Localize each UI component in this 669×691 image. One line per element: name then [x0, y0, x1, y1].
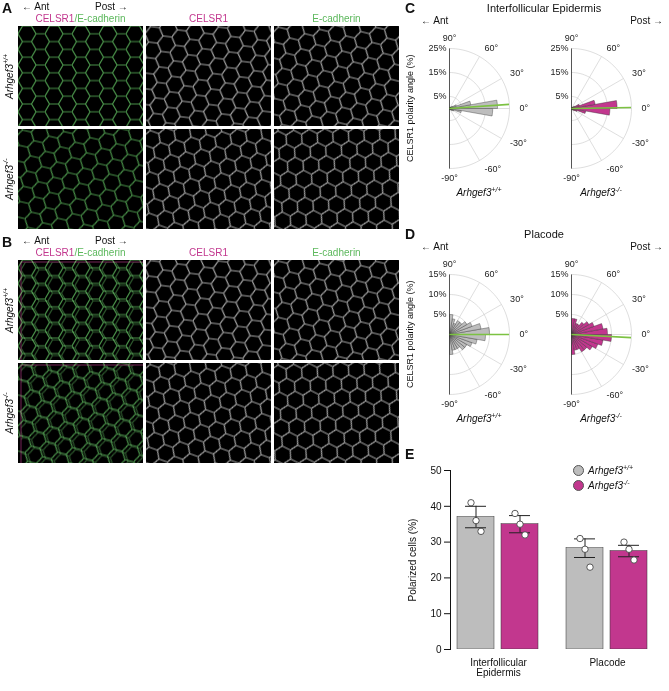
html-text:Post →: Post → — [95, 235, 128, 246]
html-text:Placode: Placode — [524, 228, 564, 240]
html-text:Arhgef3+/+: Arhgef3+/+ — [588, 464, 634, 477]
svg-text:60°: 60° — [485, 43, 499, 53]
svg-text:Polarized cells (%): Polarized cells (%) — [407, 519, 418, 602]
html-text:CELSR1: CELSR1 — [189, 247, 228, 258]
svg-text:-60°: -60° — [485, 390, 502, 400]
svg-text:30°: 30° — [632, 68, 646, 78]
svg-text:60°: 60° — [485, 269, 499, 279]
html-text:Post →: Post → — [630, 15, 663, 26]
svg-text:0°: 0° — [642, 329, 651, 339]
svg-text:40: 40 — [430, 501, 442, 512]
html-text:← Ant: ← Ant — [22, 1, 50, 12]
svg-text:90°: 90° — [443, 259, 457, 269]
svg-text:5%: 5% — [555, 91, 568, 101]
svg-text:Placode: Placode — [589, 657, 626, 668]
svg-text:15%: 15% — [428, 269, 446, 279]
svg-text:-90°: -90° — [441, 399, 458, 409]
html-text:Arhgef3: Arhgef3 — [4, 398, 16, 434]
svg-text:90°: 90° — [565, 259, 579, 269]
svg-text:15%: 15% — [428, 67, 446, 77]
svg-text:60°: 60° — [607, 269, 621, 279]
svg-text:15%: 15% — [550, 67, 568, 77]
svg-text:30°: 30° — [510, 294, 524, 304]
html-text:E-cadherin: E-cadherin — [312, 247, 361, 258]
svg-text:20: 20 — [430, 572, 442, 583]
html-text:CELSR1 /E-cadherin: CELSR1 /E-cadherin — [35, 247, 126, 258]
html-text:Interfollicular Epidermis: Interfollicular Epidermis — [486, 2, 602, 14]
html-text:A: A — [2, 0, 13, 16]
svg-text:0°: 0° — [642, 103, 651, 113]
svg-text:0°: 0° — [520, 329, 529, 339]
html-text:CELSR1 polarity angle (%): CELSR1 polarity angle (%) — [405, 280, 415, 388]
svg-text:5%: 5% — [433, 91, 446, 101]
html-text:← Ant: ← Ant — [22, 235, 50, 246]
svg-text:30°: 30° — [632, 294, 646, 304]
svg-text:5%: 5% — [433, 309, 446, 319]
svg-text:-30°: -30° — [510, 138, 527, 148]
html-text:Arhgef3: Arhgef3 — [4, 164, 16, 200]
svg-text:90°: 90° — [565, 33, 579, 43]
svg-text:90°: 90° — [443, 33, 457, 43]
html-text:D: D — [405, 226, 416, 242]
html-text:Arhgef3: Arhgef3 — [4, 63, 16, 99]
svg-text:15%: 15% — [550, 269, 568, 279]
svg-text:0°: 0° — [520, 103, 529, 113]
svg-text:-90°: -90° — [441, 173, 458, 183]
html-text:Arhgef3+/+: Arhgef3+/+ — [456, 186, 502, 199]
html-text:E-cadherin: E-cadherin — [312, 13, 361, 24]
html-text:Arhgef3-/-: Arhgef3-/- — [588, 479, 630, 492]
html-text:← Ant: ← Ant — [421, 241, 449, 252]
html-text:Arhgef3: Arhgef3 — [4, 297, 16, 333]
html-text:Post →: Post → — [630, 241, 663, 252]
svg-text:-30°: -30° — [632, 364, 649, 374]
html-text:Arhgef3+/+: Arhgef3+/+ — [456, 412, 502, 425]
html-text:CELSR1 polarity angle (%): CELSR1 polarity angle (%) — [405, 54, 415, 162]
html-text:CELSR1 /E-cadherin: CELSR1 /E-cadherin — [35, 13, 126, 24]
svg-text:60°: 60° — [607, 43, 621, 53]
svg-text:-90°: -90° — [563, 173, 580, 183]
svg-text:-30°: -30° — [510, 364, 527, 374]
svg-text:10%: 10% — [428, 289, 446, 299]
svg-text:InterfollicularEpidermis: InterfollicularEpidermis — [470, 657, 527, 678]
svg-text:0: 0 — [436, 644, 442, 655]
svg-text:30: 30 — [430, 536, 442, 547]
svg-text:-30°: -30° — [632, 138, 649, 148]
html-text:C: C — [405, 0, 416, 16]
html-text:Post →: Post → — [95, 1, 128, 12]
svg-text:50: 50 — [430, 465, 442, 476]
svg-text:25%: 25% — [428, 43, 446, 53]
html-text:B: B — [2, 234, 13, 250]
svg-text:-60°: -60° — [607, 164, 624, 174]
svg-text:-90°: -90° — [563, 399, 580, 409]
html-text:Arhgef3-/-: Arhgef3-/- — [580, 186, 622, 199]
svg-text:-60°: -60° — [607, 390, 624, 400]
html-text:E: E — [405, 446, 415, 462]
svg-text:-60°: -60° — [485, 164, 502, 174]
svg-text:25%: 25% — [550, 43, 568, 53]
html-text:← Ant: ← Ant — [421, 15, 449, 26]
svg-text:5%: 5% — [555, 309, 568, 319]
svg-text:30°: 30° — [510, 68, 524, 78]
html-text:CELSR1: CELSR1 — [189, 13, 228, 24]
html-text:Arhgef3-/-: Arhgef3-/- — [580, 412, 622, 425]
svg-text:10: 10 — [430, 608, 442, 619]
svg-text:10%: 10% — [550, 289, 568, 299]
